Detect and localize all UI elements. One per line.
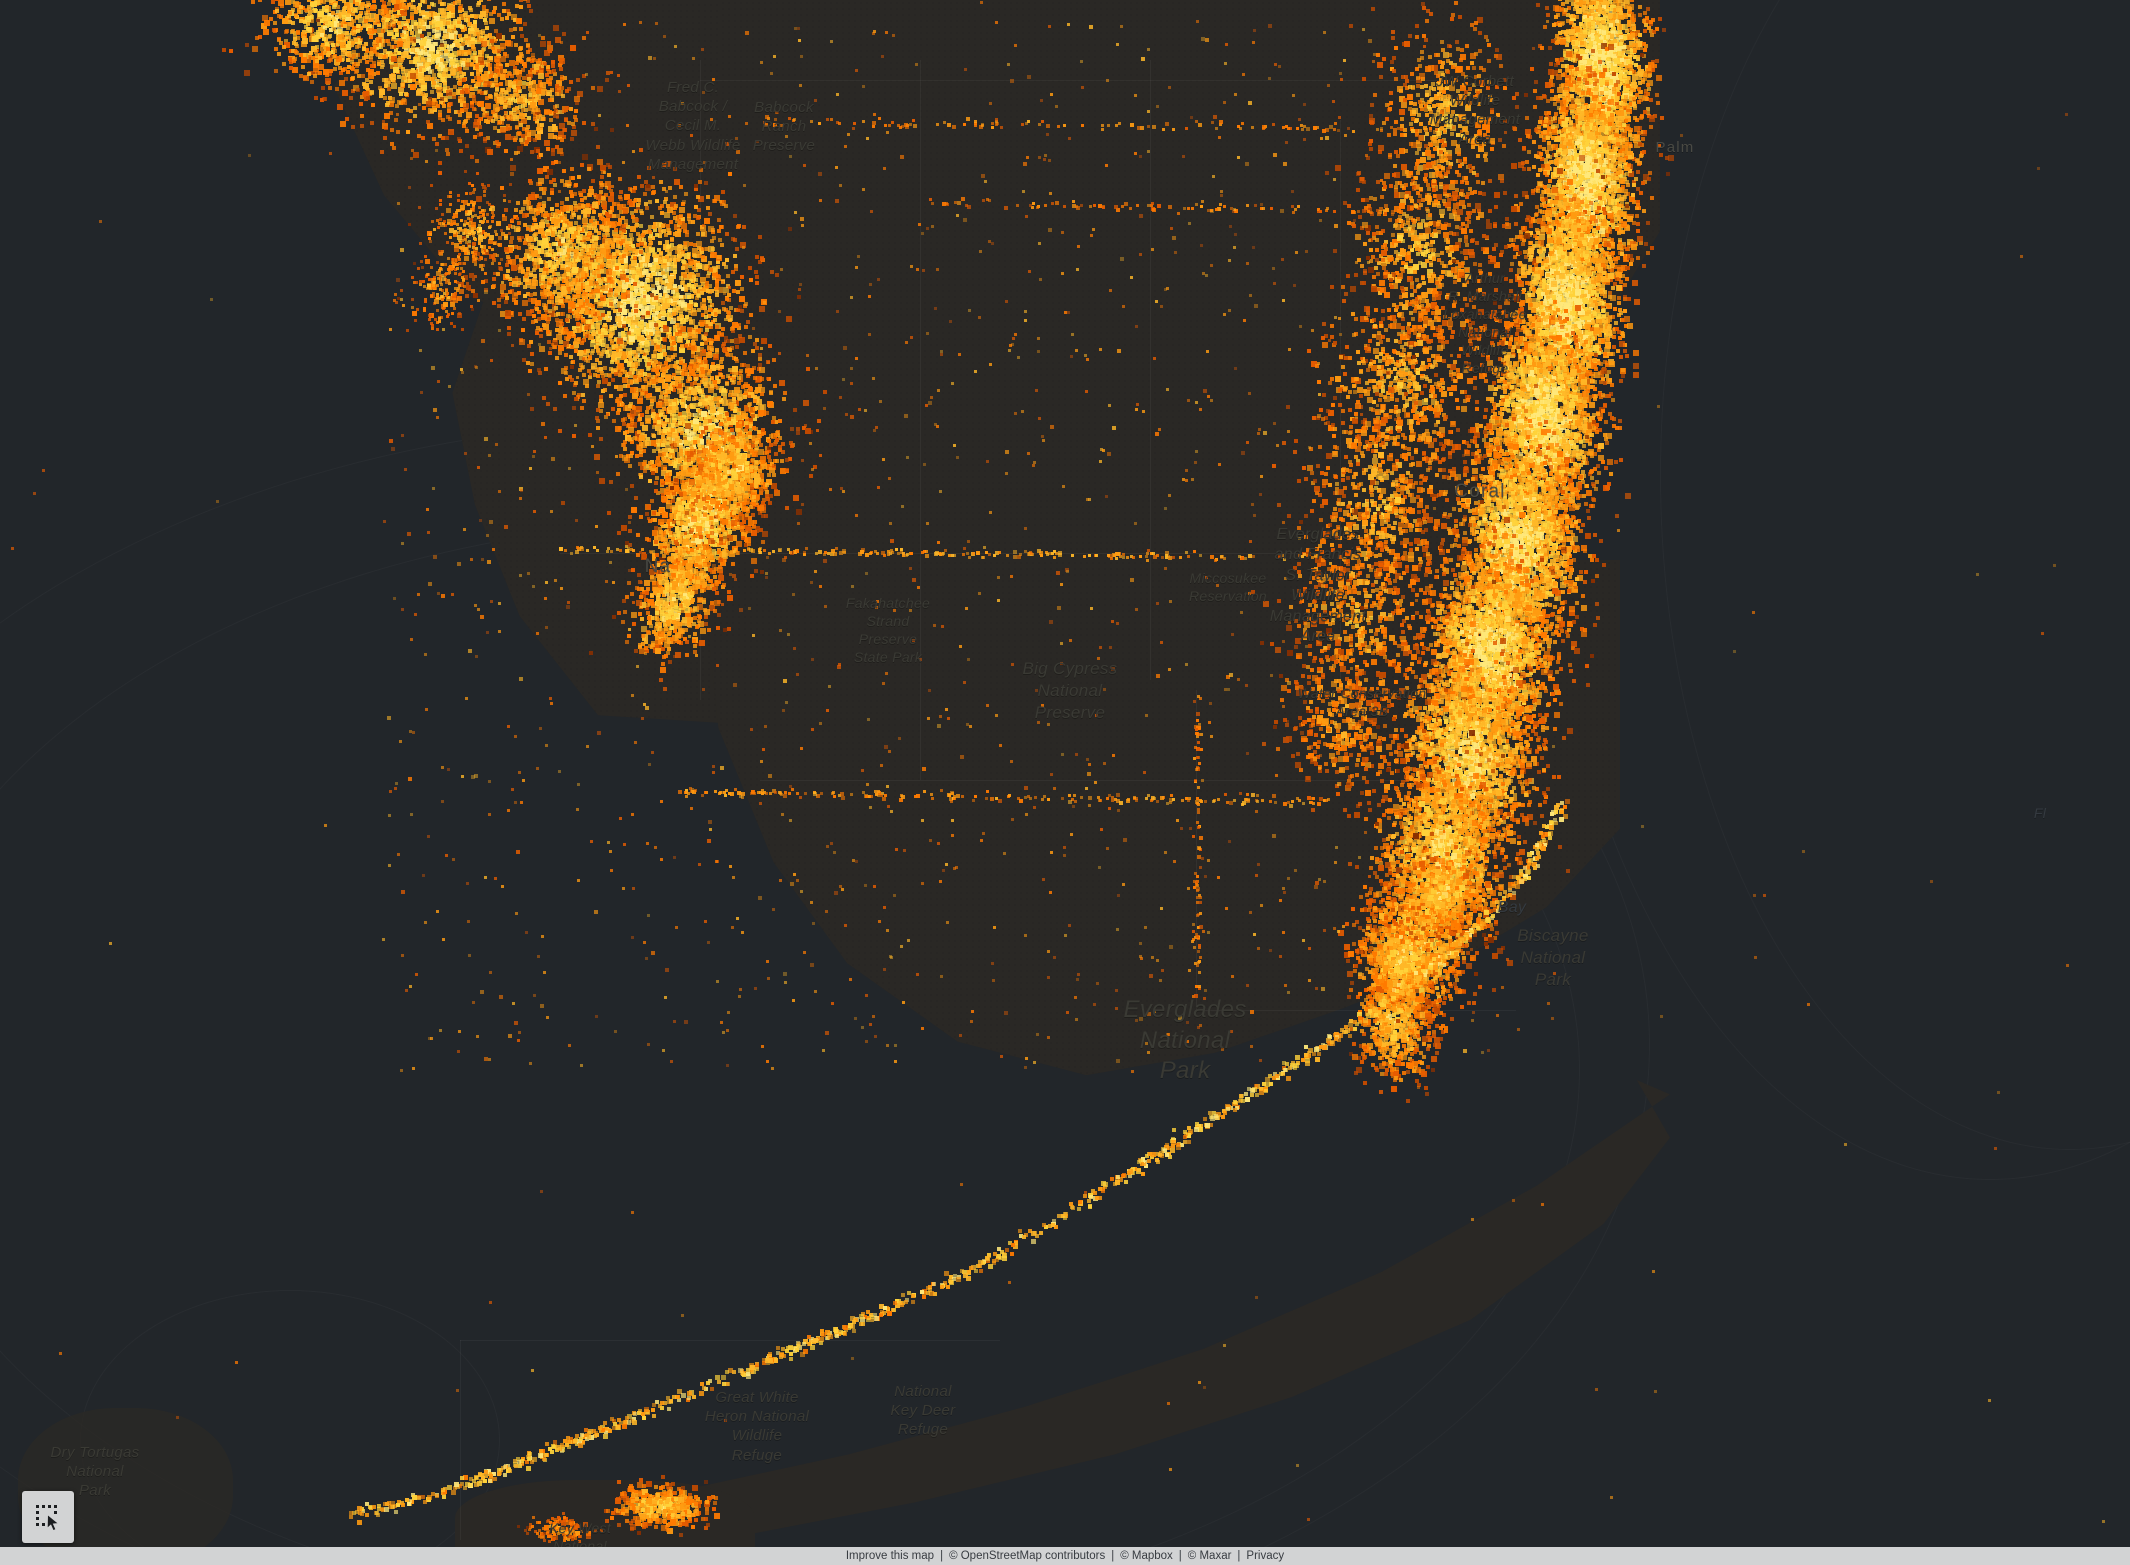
attribution-openstreetmap[interactable]: © OpenStreetMap contributors xyxy=(949,1550,1105,1562)
attribution-separator: | xyxy=(940,1550,943,1562)
attribution-mapbox[interactable]: © Mapbox xyxy=(1120,1550,1173,1562)
attribution-privacy[interactable]: Privacy xyxy=(1246,1550,1284,1562)
attribution-separator: | xyxy=(1237,1550,1240,1562)
attribution-separator: | xyxy=(1111,1550,1114,1562)
attribution-improve-map[interactable]: Improve this map xyxy=(846,1550,934,1562)
attribution-maxar[interactable]: © Maxar xyxy=(1188,1550,1232,1562)
box-select-tool-button[interactable] xyxy=(22,1491,74,1543)
marquee-select-cursor-icon xyxy=(33,1502,63,1532)
attribution-separator: | xyxy=(1179,1550,1182,1562)
attribution-bar[interactable]: Improve this map | © OpenStreetMap contr… xyxy=(0,1547,2130,1565)
